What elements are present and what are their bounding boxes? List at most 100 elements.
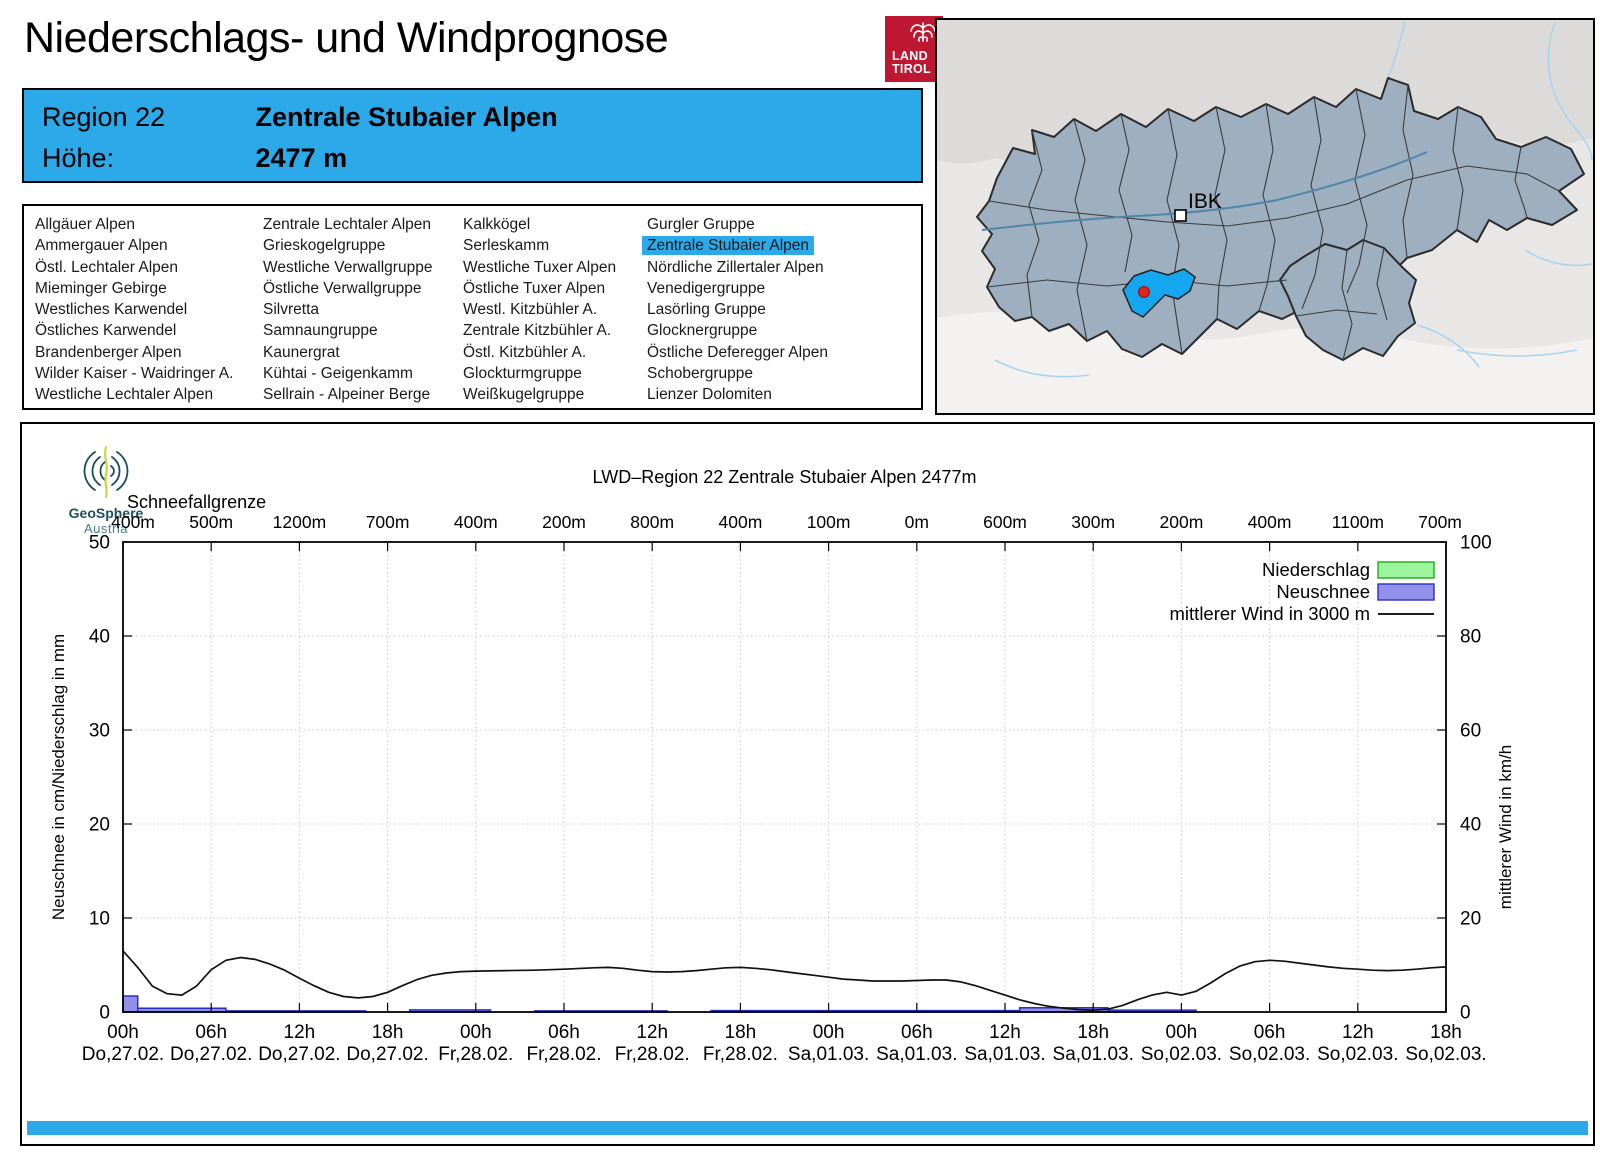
x-date-label: Fr,28.02. bbox=[703, 1044, 778, 1065]
x-date-label: Fr,28.02. bbox=[615, 1044, 690, 1065]
region-info-box: Region 22 Zentrale Stubaier Alpen Höhe: … bbox=[22, 88, 923, 183]
region-list-item[interactable]: Zentrale Lechtaler Alpen bbox=[263, 216, 432, 233]
region-list-item-selected[interactable]: Zentrale Stubaier Alpen bbox=[642, 235, 921, 256]
x-time-label: 18h bbox=[372, 1022, 404, 1043]
region-list-item[interactable]: Serleskamm bbox=[463, 237, 550, 255]
chart-footer-bar bbox=[27, 1121, 1588, 1135]
map-east-tyrol bbox=[1279, 239, 1417, 361]
chart-box: GeoSphere Austria LWD–Region 22 Zentrale… bbox=[20, 422, 1595, 1146]
legend-swatch bbox=[1377, 583, 1435, 601]
region-list-item[interactable]: Lasörling Gruppe bbox=[647, 301, 766, 319]
region-list-item[interactable]: Östl. Kitzbühler A. bbox=[463, 343, 587, 361]
land-tirol-logo: LAND TIROL bbox=[885, 16, 943, 82]
region-list-item[interactable]: Silvretta bbox=[263, 301, 319, 319]
snowline-value: 700m bbox=[366, 512, 410, 532]
snowline-label: Schneefallgrenze bbox=[127, 492, 266, 512]
x-time-label: 06h bbox=[195, 1022, 227, 1043]
region-list-item[interactable]: Kaunergrat bbox=[263, 343, 340, 361]
region-row: Region 22 Zentrale Stubaier Alpen bbox=[42, 102, 902, 133]
region-list-column-2: Zentrale Lechtaler Alpen Grieskogelgruppe… bbox=[263, 214, 463, 406]
x-time-label: 18h bbox=[1077, 1022, 1109, 1043]
x-time-label: 00h bbox=[460, 1022, 492, 1043]
region-list-item[interactable]: Westliche Verwallgruppe bbox=[263, 258, 433, 276]
y-left-tick-label: 50 bbox=[89, 533, 110, 554]
legend-label: Neuschnee bbox=[1276, 581, 1370, 602]
region-list-item[interactable]: Glockturmgruppe bbox=[463, 365, 582, 383]
region-list-item[interactable]: Sellrain - Alpeiner Berge bbox=[263, 386, 431, 404]
snowline-value: 0m bbox=[905, 512, 929, 532]
x-date-label: So,02.03. bbox=[1317, 1044, 1398, 1065]
region-list-item[interactable]: Östliche Deferegger Alpen bbox=[647, 343, 828, 361]
map-inn-river bbox=[981, 151, 1428, 231]
region-list-item[interactable]: Östl. Lechtaler Alpen bbox=[35, 258, 179, 276]
region-list-box: Allgäuer Alpen Ammergauer Alpen Östl. Lech… bbox=[22, 204, 923, 410]
region-list-item[interactable]: Brandenberger Alpen bbox=[35, 343, 182, 361]
x-time-label: 12h bbox=[636, 1022, 668, 1043]
y-left-tick-label: 0 bbox=[99, 1003, 110, 1024]
map-ibk-marker bbox=[1174, 209, 1187, 222]
region-list-item[interactable]: Westliche Tuxer Alpen bbox=[463, 258, 617, 276]
map-ibk-label: IBK bbox=[1188, 190, 1222, 213]
plot-frame bbox=[122, 541, 1447, 1013]
x-time-label: 18h bbox=[725, 1022, 757, 1043]
region-list-item[interactable]: Östliche Verwallgruppe bbox=[263, 279, 422, 297]
region-list-item[interactable]: Gurgler Gruppe bbox=[647, 216, 755, 233]
region-list-item[interactable]: Allgäuer Alpen bbox=[35, 216, 135, 233]
map-south-terrain bbox=[937, 311, 1593, 413]
x-time-label: 00h bbox=[813, 1022, 845, 1043]
region-list-column-3: Kalkkögel Serleskamm Westliche Tuxer Alpen… bbox=[463, 214, 647, 406]
x-time-label: 12h bbox=[284, 1022, 316, 1043]
region-list-item[interactable]: Grieskogelgruppe bbox=[263, 237, 386, 255]
region-list-item[interactable]: Glocknergruppe bbox=[647, 322, 758, 340]
region-list-item[interactable]: Östliches Karwendel bbox=[35, 322, 177, 340]
x-time-label: 00h bbox=[107, 1022, 139, 1043]
geosphere-logo: GeoSphere Austria bbox=[50, 445, 162, 536]
map-rivers-light bbox=[994, 21, 1593, 378]
geosphere-name: GeoSphere bbox=[68, 505, 144, 521]
region-list-item[interactable]: Kalkkögel bbox=[463, 216, 531, 233]
x-date-label: So,02.03. bbox=[1229, 1044, 1310, 1065]
altitude-label: Höhe: bbox=[42, 143, 115, 173]
x-date-label: Fr,28.02. bbox=[438, 1044, 513, 1065]
y-left-tick-label: 40 bbox=[89, 627, 110, 648]
snowline-value: 400m bbox=[111, 512, 155, 532]
region-list-item[interactable]: Zentrale Kitzbühler A. bbox=[463, 322, 612, 340]
logo-text-land: LAND bbox=[892, 49, 928, 63]
snowline-value: 600m bbox=[983, 512, 1027, 532]
x-time-label: 12h bbox=[989, 1022, 1021, 1043]
x-time-label: 06h bbox=[548, 1022, 580, 1043]
snowline-value: 500m bbox=[189, 512, 233, 532]
x-date-label: So,02.03. bbox=[1405, 1044, 1486, 1065]
map-region-borders bbox=[986, 84, 1560, 361]
y-right-tick-label: 0 bbox=[1460, 1003, 1471, 1024]
y-right-axis-title: mittlerer Wind in km/h bbox=[1496, 745, 1515, 909]
x-time-label: 12h bbox=[1342, 1022, 1374, 1043]
region-list-item[interactable]: Schobergruppe bbox=[647, 365, 753, 383]
region-list-item[interactable]: Samnaungruppe bbox=[263, 322, 378, 340]
page-title: Niederschlags- und Windprognose bbox=[24, 14, 669, 62]
map-selected-region[interactable] bbox=[1122, 268, 1196, 318]
region-list-item[interactable]: Ammergauer Alpen bbox=[35, 237, 168, 255]
region-list-item[interactable]: Nördliche Zillertaler Alpen bbox=[647, 258, 824, 276]
region-list-item[interactable]: Westliches Karwendel bbox=[35, 301, 188, 319]
x-date-label: Sa,01.03. bbox=[964, 1044, 1045, 1065]
region-list-item[interactable]: Kühtai - Geigenkamm bbox=[263, 365, 413, 383]
region-list-item[interactable]: Östliche Tuxer Alpen bbox=[463, 279, 606, 297]
region-list-item[interactable]: Weißkugelgruppe bbox=[463, 386, 585, 404]
snowline-value: 1100m bbox=[1332, 512, 1384, 532]
x-date-label: Do,27.02. bbox=[346, 1044, 428, 1065]
tirol-map[interactable]: IBK bbox=[937, 20, 1593, 413]
region-list-item[interactable]: Wilder Kaiser - Waidringer A. bbox=[35, 365, 234, 383]
region-list-item[interactable]: Mieminger Gebirge bbox=[35, 279, 167, 297]
region-list-item[interactable]: Venedigergruppe bbox=[647, 279, 766, 297]
snowline-value: 400m bbox=[454, 512, 498, 532]
region-list-item[interactable]: Westliche Lechtaler Alpen bbox=[35, 386, 214, 404]
y-left-tick-label: 30 bbox=[89, 721, 110, 742]
map-box: IBK bbox=[935, 18, 1595, 415]
region-list-item[interactable]: Westl. Kitzbühler A. bbox=[463, 301, 598, 319]
logo-text-tirol: TIROL bbox=[892, 62, 931, 76]
region-list-item[interactable]: Lienzer Dolomiten bbox=[647, 386, 772, 404]
region-label: Region 22 bbox=[42, 102, 166, 132]
y-right-tick-label: 20 bbox=[1460, 909, 1481, 930]
